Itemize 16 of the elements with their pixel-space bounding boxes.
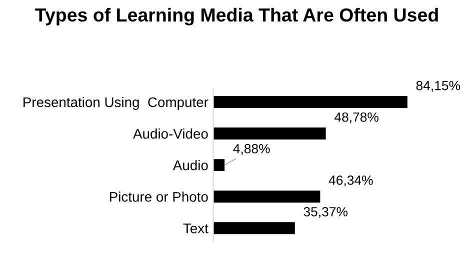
y-tick-label: Presentation Using Computer [24,96,208,110]
data-label: 48,78% [334,112,378,124]
y-tick-label: Audio-Video [133,128,208,139]
data-label: 46,34% [328,176,373,186]
bar [213,190,320,203]
y-tick-label: Text [183,224,208,234]
y-tick-label: Audio [172,160,208,170]
bar [213,159,225,172]
bar [213,222,295,234]
chart-title: Types of Learning Media That Are Often Used [35,8,438,26]
data-label: 84,15% [416,80,460,92]
bar [213,128,326,140]
data-label: 35,37% [304,207,348,218]
data-label: 4,88% [233,144,270,155]
bar [213,96,408,108]
y-tick-label: Picture or Photo [110,192,208,202]
